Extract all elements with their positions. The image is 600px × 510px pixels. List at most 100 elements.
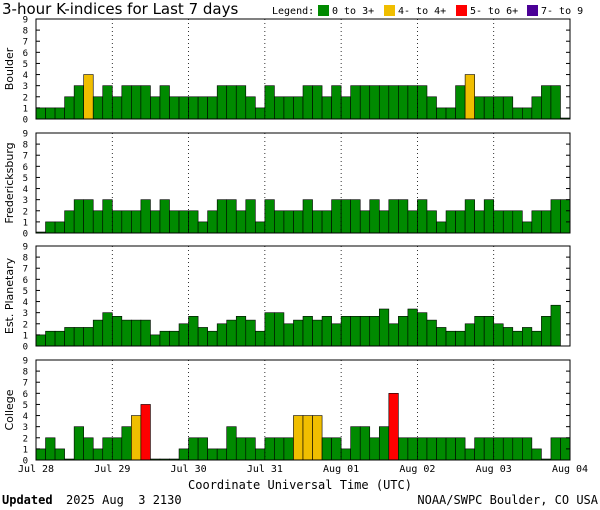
k-bar (455, 437, 466, 461)
k-bar (45, 437, 56, 461)
k-bar (140, 404, 151, 461)
k-bar (131, 415, 142, 461)
y-tick-label: 5 (23, 174, 28, 184)
k-bar (321, 96, 332, 120)
legend-swatch-yellow (384, 5, 395, 16)
k-bar (293, 319, 304, 347)
y-tick-label: 9 (23, 243, 28, 253)
k-bar (398, 316, 409, 347)
date-label: Jul 31 (247, 464, 283, 475)
k-bar (455, 210, 466, 234)
y-tick-label: 3 (23, 82, 28, 92)
k-bar (531, 448, 542, 461)
k-bar (274, 210, 285, 234)
legend-label: Legend: (272, 6, 314, 17)
y-tick-label: 0 (23, 457, 28, 467)
panel-frame (35, 132, 571, 234)
k-bar (92, 210, 104, 234)
k-bar (121, 426, 132, 461)
k-bar (54, 448, 65, 461)
k-bar (522, 327, 533, 347)
k-bar (150, 334, 161, 347)
k-bar (255, 107, 266, 120)
k-bar (436, 437, 447, 461)
k-bar (474, 96, 485, 120)
k-bar (321, 437, 332, 461)
k-bar (197, 327, 208, 347)
y-tick-label: 1 (23, 104, 28, 114)
y-tick-label: 6 (23, 49, 28, 59)
y-tick-label: 1 (23, 445, 28, 455)
k-bar (255, 448, 266, 461)
k-bar (359, 426, 371, 461)
y-tick-label: 2 (23, 207, 28, 217)
y-tick-label: 5 (23, 401, 28, 411)
k-bar (426, 210, 437, 234)
k-bar (445, 210, 456, 234)
y-tick-label: 5 (23, 60, 28, 70)
y-tick-label: 3 (23, 423, 28, 433)
k-bar (369, 199, 380, 234)
k-bar (417, 312, 428, 347)
k-bar (92, 448, 104, 461)
k-bar (350, 85, 361, 120)
k-bar (54, 107, 65, 120)
k-bar (426, 319, 437, 347)
k-bar (541, 85, 552, 120)
panel-name: Boulder (3, 47, 16, 90)
k-bar (274, 96, 285, 120)
k-bar (188, 210, 199, 234)
updated-value: 2025 Aug 3 2130 (66, 493, 182, 507)
k-bar (407, 437, 418, 461)
k-bar (111, 96, 123, 120)
k-bar (150, 210, 161, 234)
k-bar (464, 199, 475, 234)
k-bar (550, 304, 561, 347)
y-tick-label: 2 (23, 320, 28, 330)
k-bar (550, 199, 561, 234)
k-bar (54, 221, 65, 234)
k-bar (502, 437, 514, 461)
panel-name: Fredericksburg (3, 142, 16, 223)
k-bar (235, 85, 247, 120)
k-bar (83, 327, 94, 347)
y-tick-label: 4 (23, 412, 28, 422)
k-bar (483, 199, 495, 234)
date-label: Jul 28 (18, 464, 54, 475)
k-bar (512, 437, 523, 461)
k-bar (302, 199, 313, 234)
k-bar (369, 316, 380, 347)
k-bar (121, 210, 132, 234)
k-bar (140, 85, 151, 120)
k-bar (388, 85, 399, 120)
y-tick-label: 0 (23, 116, 28, 126)
k-bar (550, 85, 561, 120)
k-bar (464, 448, 475, 461)
k-bar (340, 316, 351, 347)
k-bar (235, 437, 247, 461)
k-bar (92, 96, 104, 120)
k-bar (178, 448, 189, 461)
k-bar (321, 210, 332, 234)
k-bar (64, 210, 75, 234)
k-bar (359, 316, 371, 347)
k-bar (445, 437, 456, 461)
y-tick-label: 8 (23, 254, 28, 264)
k-bar (302, 85, 313, 120)
k-bar (417, 199, 428, 234)
k-bar (274, 437, 285, 461)
date-label: Aug 01 (323, 464, 359, 475)
k-bar (331, 85, 342, 120)
k-bar (331, 437, 342, 461)
k-bar (417, 85, 428, 120)
k-bar (378, 426, 390, 461)
k-bar (264, 312, 275, 347)
k-bar (398, 437, 409, 461)
k-bar (331, 323, 342, 347)
k-bar (207, 448, 218, 461)
k-bar (216, 85, 228, 120)
k-bar (340, 199, 351, 234)
